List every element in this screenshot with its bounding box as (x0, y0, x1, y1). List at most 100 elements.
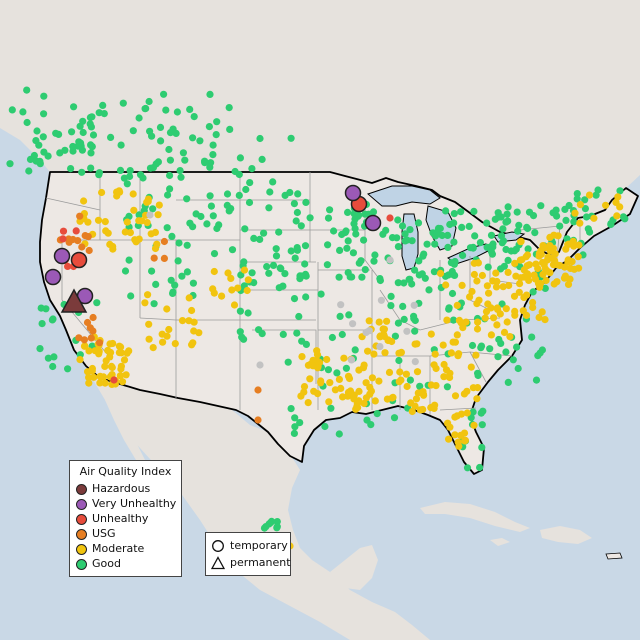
moderate-monitor-marker (381, 349, 389, 357)
moderate-monitor-marker (470, 421, 478, 429)
good-monitor-marker (203, 220, 211, 228)
good-monitor-marker (273, 523, 281, 531)
good-monitor-marker (107, 133, 115, 141)
moderate-monitor-marker (120, 356, 129, 364)
moderate-monitor-marker (510, 292, 519, 300)
good-monitor-marker (87, 123, 95, 131)
good-monitor-marker (189, 134, 197, 142)
moderate-monitor-marker (314, 390, 322, 398)
good-monitor-marker (246, 179, 254, 187)
good-monitor-marker (61, 146, 69, 154)
good-monitor-marker (586, 228, 594, 236)
good-monitor-marker (445, 305, 453, 313)
good-monitor-marker (179, 149, 187, 157)
good-monitor-marker (262, 523, 270, 531)
good-monitor-marker (149, 164, 157, 172)
moderate-monitor-marker (472, 351, 480, 359)
good-monitor-marker (123, 180, 131, 188)
unhealthy-monitor-marker (386, 214, 394, 222)
moderate-monitor-marker (380, 332, 388, 340)
good-monitor-marker (513, 208, 521, 216)
good-monitor-marker (126, 167, 134, 175)
good-monitor-marker (40, 92, 48, 100)
moderate-monitor-marker (427, 381, 435, 389)
good-monitor-marker (451, 257, 459, 266)
good-monitor-marker (301, 260, 309, 268)
good-monitor-marker (478, 443, 486, 451)
no-data-monitor-marker (362, 328, 370, 336)
good-monitor-marker (163, 224, 171, 232)
moderate-monitor-marker (453, 301, 461, 309)
usg-monitor-marker (254, 386, 262, 394)
moderate-monitor-marker (439, 341, 447, 349)
moderate-monitor-marker (445, 435, 453, 443)
moderate-monitor-marker (511, 307, 519, 315)
moderate-monitor-marker (228, 286, 236, 294)
moderate-monitor-marker (539, 270, 547, 278)
moderate-monitor-marker (355, 387, 363, 395)
good-monitor-marker (502, 245, 510, 254)
good-monitor-marker (324, 366, 332, 374)
good-monitor-marker (225, 104, 233, 112)
moderate-monitor-marker (98, 188, 106, 197)
good-monitor-marker (497, 232, 506, 240)
good-monitor-marker (390, 414, 399, 422)
monitor-type-legend: temporary permanent (205, 532, 291, 576)
good-monitor-marker (394, 279, 402, 287)
good-monitor-marker (240, 335, 248, 343)
good-monitor-marker (49, 362, 57, 371)
good-monitor-marker (302, 198, 310, 206)
moderate-monitor-marker (365, 317, 373, 325)
legend-item-very-unhealthy: Very Unhealthy (76, 497, 176, 511)
legend-item-moderate: Moderate (76, 542, 144, 556)
moderate-monitor-marker (443, 316, 451, 324)
moderate-monitor-marker (94, 216, 103, 224)
good-monitor-marker (6, 160, 14, 168)
moderate-monitor-marker (529, 298, 537, 307)
moderate-monitor-marker (564, 280, 573, 288)
good-monitor-marker (401, 230, 409, 238)
good-monitor-marker (119, 99, 127, 107)
good-monitor-marker (164, 191, 172, 199)
good-monitor-marker (87, 141, 95, 149)
good-monitor-marker (95, 109, 103, 117)
no-data-monitor-marker (146, 211, 154, 219)
usg-monitor-marker (96, 339, 104, 347)
moderate-monitor-marker (171, 340, 179, 348)
good-monitor-marker (86, 113, 94, 122)
good-monitor-marker (125, 256, 133, 264)
moderate-monitor-marker (85, 347, 93, 355)
moderate-monitor-marker (317, 379, 325, 387)
cuba (420, 502, 530, 532)
moderate-monitor-marker (568, 258, 576, 266)
moderate-monitor-marker (451, 413, 459, 421)
good-monitor-marker (177, 173, 185, 181)
good-monitor-marker (87, 164, 95, 172)
moderate-monitor-marker (210, 289, 218, 297)
good-monitor-marker (301, 242, 310, 250)
good-monitor-marker (49, 315, 57, 323)
good-monitor-marker (504, 203, 512, 211)
good-monitor-marker (498, 300, 506, 308)
good-monitor-marker (166, 156, 174, 164)
good-monitor-marker (391, 332, 399, 340)
good-monitor-marker (290, 429, 298, 437)
good-monitor-marker (248, 269, 256, 277)
legend-label: USG (92, 527, 116, 540)
moderate-monitor-marker (326, 379, 334, 387)
good-monitor-marker (562, 216, 570, 224)
good-monitor-marker (173, 108, 181, 116)
moderate-monitor-marker (108, 363, 116, 372)
good-monitor-marker (327, 404, 335, 412)
moderate-monitor-marker (420, 391, 428, 399)
moderate-monitor-marker (535, 249, 544, 257)
moderate-monitor-marker (440, 373, 448, 381)
good-monitor-marker (39, 133, 47, 141)
legend-item-unhealthy: Unhealthy (76, 512, 148, 526)
good-monitor-marker (36, 345, 44, 353)
good-monitor-marker (346, 273, 354, 281)
jamaica (490, 538, 510, 546)
moderate-monitor-marker (446, 373, 454, 382)
good-monitor-marker (256, 235, 264, 243)
moderate-monitor-marker (116, 372, 124, 380)
